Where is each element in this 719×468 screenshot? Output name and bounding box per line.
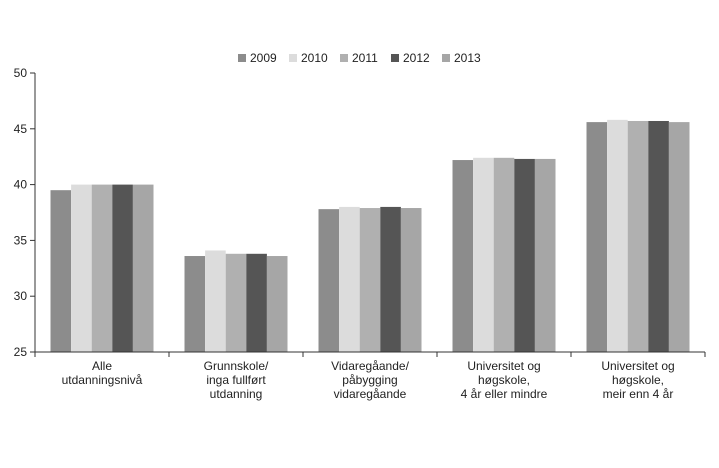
legend-swatch-2012 <box>391 54 399 62</box>
legend-swatch-2009 <box>238 54 246 62</box>
legend-swatch-2010 <box>289 54 297 62</box>
category-label: Grunnskole/ <box>204 359 269 373</box>
axes <box>34 73 705 353</box>
legend-label: 2009 <box>250 51 277 65</box>
legend-label: 2010 <box>301 51 328 65</box>
y-axis-ticks: 25 30 35 40 45 50 <box>14 66 35 359</box>
category-label: meir enn 4 år <box>603 387 674 401</box>
category-label: høgskole, <box>612 373 664 387</box>
category-label: 4 år eller mindre <box>461 387 548 401</box>
bar-2012 <box>380 206 401 352</box>
y-tick-label: 45 <box>14 122 28 136</box>
category-label: utdanningsnivå <box>62 373 143 387</box>
category-label: Universitet og <box>467 359 540 373</box>
bar-2009 <box>318 209 340 352</box>
bar-2013 <box>668 122 690 352</box>
bar-2011 <box>91 184 113 352</box>
bar-2012 <box>112 184 133 352</box>
category-label: utdanning <box>210 387 263 401</box>
y-tick-label: 50 <box>14 66 28 80</box>
legend-label: 2013 <box>454 51 481 65</box>
bar-2010 <box>473 157 494 352</box>
bar-2013 <box>400 208 422 352</box>
y-tick-label: 40 <box>14 178 28 192</box>
category-label: Universitet og <box>601 359 674 373</box>
y-tick-label: 25 <box>14 345 28 359</box>
legend-label: 2011 <box>352 51 378 65</box>
bar-2011 <box>627 120 649 352</box>
bar-2013 <box>534 158 556 352</box>
category-label: Vidaregåande/ <box>331 359 410 373</box>
category-label: Alle <box>92 359 112 373</box>
bars <box>50 119 690 352</box>
legend-swatch-2013 <box>442 54 450 62</box>
bar-2013 <box>132 184 154 352</box>
bar-2012 <box>648 120 669 352</box>
bar-2009 <box>184 256 206 352</box>
bar-2011 <box>493 157 515 352</box>
legend: 2009 2010 2011 2012 2013 <box>238 51 481 65</box>
bar-2009 <box>586 122 608 352</box>
bar-2012 <box>246 253 267 352</box>
bar-2013 <box>266 256 288 352</box>
bar-2012 <box>514 158 535 352</box>
bar-2010 <box>71 184 92 352</box>
x-axis-ticks <box>34 352 706 357</box>
bar-2009 <box>452 160 474 352</box>
y-tick-label: 35 <box>14 233 28 247</box>
legend-label: 2012 <box>403 51 430 65</box>
category-label: påbygging <box>342 373 397 387</box>
bar-2010 <box>205 250 226 352</box>
category-label: inga fullført <box>206 373 266 387</box>
y-tick-label: 30 <box>14 289 28 303</box>
category-label: vidaregåande <box>334 387 407 401</box>
bar-2011 <box>359 208 381 352</box>
bar-2011 <box>225 253 247 352</box>
bar-2010 <box>339 206 360 352</box>
bar-2010 <box>607 119 628 352</box>
category-label: høgskole, <box>478 373 530 387</box>
bar-2009 <box>50 190 72 352</box>
legend-swatch-2011 <box>340 54 348 62</box>
